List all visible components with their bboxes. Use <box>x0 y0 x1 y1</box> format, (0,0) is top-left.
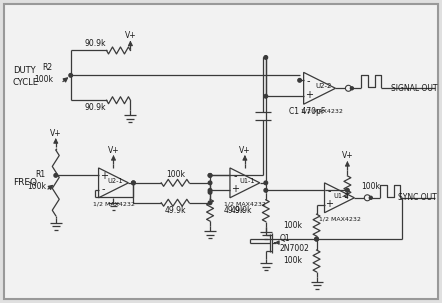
Circle shape <box>298 78 301 82</box>
Circle shape <box>208 174 212 177</box>
Circle shape <box>132 181 135 185</box>
Circle shape <box>208 201 212 205</box>
Circle shape <box>264 56 267 59</box>
Text: 90.9k: 90.9k <box>85 103 107 112</box>
Text: U1-1: U1-1 <box>239 178 255 184</box>
Text: +: + <box>99 171 107 181</box>
Text: 49.9k: 49.9k <box>230 206 252 215</box>
Text: 100k: 100k <box>166 170 185 179</box>
Text: 100k: 100k <box>284 221 303 230</box>
Text: -: - <box>307 76 310 86</box>
Circle shape <box>208 174 212 177</box>
Text: V+: V+ <box>108 145 119 155</box>
Text: R1: R1 <box>36 170 46 179</box>
Text: V+: V+ <box>342 152 353 161</box>
Text: 49.9k: 49.9k <box>224 206 245 215</box>
Text: +: + <box>325 199 334 209</box>
Text: 90.9k: 90.9k <box>85 39 107 48</box>
Circle shape <box>54 174 57 177</box>
Text: 100k: 100k <box>27 182 46 191</box>
Text: DUTY: DUTY <box>13 66 36 75</box>
Circle shape <box>208 191 212 194</box>
Circle shape <box>69 74 72 77</box>
Circle shape <box>346 188 349 192</box>
Circle shape <box>132 181 135 185</box>
Circle shape <box>351 87 354 90</box>
Text: -: - <box>328 186 331 196</box>
Text: +: + <box>305 90 312 100</box>
Text: R2: R2 <box>42 63 53 72</box>
Text: Q1: Q1 <box>280 234 290 243</box>
Text: SIGNAL OUT: SIGNAL OUT <box>390 84 437 93</box>
Text: 100k: 100k <box>284 257 303 265</box>
Circle shape <box>208 181 212 185</box>
Text: 1/2 MAX4232: 1/2 MAX4232 <box>224 201 266 206</box>
Text: +: + <box>231 184 239 194</box>
Circle shape <box>315 237 318 241</box>
Text: 1/2 MAX4232: 1/2 MAX4232 <box>301 109 343 114</box>
Text: 1/2 MAX4232: 1/2 MAX4232 <box>92 201 134 206</box>
Text: 2N7002: 2N7002 <box>280 244 309 253</box>
Circle shape <box>208 188 212 192</box>
Text: U2-1: U2-1 <box>108 178 123 184</box>
Text: -: - <box>233 171 236 181</box>
Text: 100k: 100k <box>362 182 381 191</box>
Text: U1-2: U1-2 <box>334 193 349 199</box>
FancyBboxPatch shape <box>4 4 438 299</box>
Text: 49.9k: 49.9k <box>164 206 186 215</box>
Text: V+: V+ <box>125 31 136 40</box>
Text: C1 470pF: C1 470pF <box>289 107 325 116</box>
Circle shape <box>264 188 267 192</box>
Text: V+: V+ <box>239 145 251 155</box>
Circle shape <box>315 237 318 241</box>
Text: SYNC OUT: SYNC OUT <box>398 193 437 202</box>
Text: V+: V+ <box>50 128 61 138</box>
Text: 1/2 MAX4232: 1/2 MAX4232 <box>319 216 360 221</box>
Text: U2-2: U2-2 <box>315 83 332 89</box>
Circle shape <box>264 181 267 185</box>
Circle shape <box>264 95 267 98</box>
Text: FREQ: FREQ <box>13 178 37 187</box>
Text: -: - <box>102 184 105 194</box>
Text: CYCLE: CYCLE <box>13 78 39 87</box>
Text: 100k: 100k <box>34 75 53 84</box>
Circle shape <box>370 196 372 199</box>
